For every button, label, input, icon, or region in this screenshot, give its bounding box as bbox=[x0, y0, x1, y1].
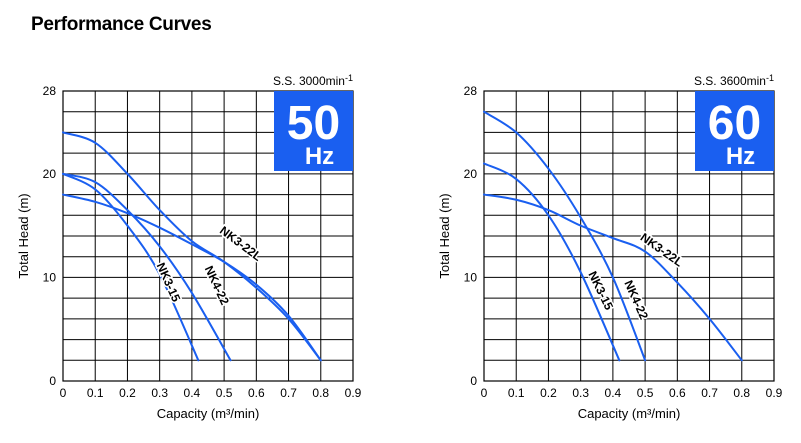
x-tick-label: 0.2 bbox=[119, 386, 136, 400]
frequency-badge-value: 60 bbox=[708, 97, 761, 150]
curve-nk3-22l bbox=[62, 131, 322, 362]
chart-0-x-axis-label: Capacity (m³/min) bbox=[157, 406, 260, 421]
x-tick-label: 0 bbox=[60, 386, 67, 400]
chart-1-y-axis-label: Total Head (m) bbox=[437, 193, 452, 278]
curve-nk3-15 bbox=[62, 172, 200, 362]
x-tick-label: 0.7 bbox=[701, 386, 718, 400]
x-tick-label: 0.9 bbox=[345, 386, 362, 400]
y-tick-label: 0 bbox=[470, 374, 477, 388]
y-tick-label: 10 bbox=[464, 270, 478, 284]
x-tick-label: 0.3 bbox=[151, 386, 168, 400]
frequency-badge-unit: Hz bbox=[726, 143, 755, 170]
curve-nk3-15 bbox=[483, 162, 621, 362]
chart-0-curves bbox=[62, 131, 322, 362]
curve-nk4-22 bbox=[483, 110, 647, 362]
curve-unlabeled bbox=[62, 193, 322, 362]
y-tick-label: 28 bbox=[464, 84, 478, 98]
chart-1-speed-label: S.S. 3600min-1 bbox=[694, 73, 774, 88]
curve-nk4-22 bbox=[62, 172, 232, 362]
curve-nk3-22l bbox=[483, 193, 743, 362]
x-tick-label: 0.8 bbox=[312, 386, 329, 400]
chart-0-y-axis-label: Total Head (m) bbox=[16, 193, 31, 278]
y-tick-label: 20 bbox=[464, 167, 478, 181]
x-tick-label: 0.4 bbox=[605, 386, 622, 400]
y-tick-label: 10 bbox=[43, 270, 57, 284]
y-tick-label: 0 bbox=[49, 374, 56, 388]
x-tick-label: 0.5 bbox=[216, 386, 233, 400]
x-tick-label: 0.9 bbox=[766, 386, 783, 400]
y-tick-label: 20 bbox=[43, 167, 57, 181]
chart-1-plot-frame bbox=[483, 90, 775, 382]
x-tick-label: 0 bbox=[481, 386, 488, 400]
x-tick-label: 0.1 bbox=[508, 386, 525, 400]
x-tick-label: 0.8 bbox=[733, 386, 750, 400]
chart-0-speed-label: S.S. 3000min-1 bbox=[273, 73, 353, 88]
chart-1-curves bbox=[483, 110, 743, 362]
x-tick-label: 0.6 bbox=[248, 386, 265, 400]
frequency-badge-unit: Hz bbox=[305, 143, 334, 170]
x-tick-label: 0.4 bbox=[184, 386, 201, 400]
x-tick-label: 0.1 bbox=[87, 386, 104, 400]
frequency-badge-background bbox=[695, 91, 774, 171]
page-title: Performance Curves bbox=[31, 14, 212, 35]
frequency-badge-value: 50 bbox=[287, 97, 340, 150]
y-tick-label: 28 bbox=[43, 84, 57, 98]
x-tick-label: 0.3 bbox=[572, 386, 589, 400]
curve-label-nk4-22: NK4-22 bbox=[621, 278, 651, 322]
x-tick-label: 0.5 bbox=[637, 386, 654, 400]
frequency-badge-background bbox=[274, 91, 353, 171]
x-tick-label: 0.6 bbox=[669, 386, 686, 400]
x-tick-label: 0.7 bbox=[280, 386, 297, 400]
x-tick-label: 0.2 bbox=[540, 386, 557, 400]
chart-1-x-axis-label: Capacity (m³/min) bbox=[578, 406, 681, 421]
chart-0-plot-frame bbox=[62, 90, 354, 382]
